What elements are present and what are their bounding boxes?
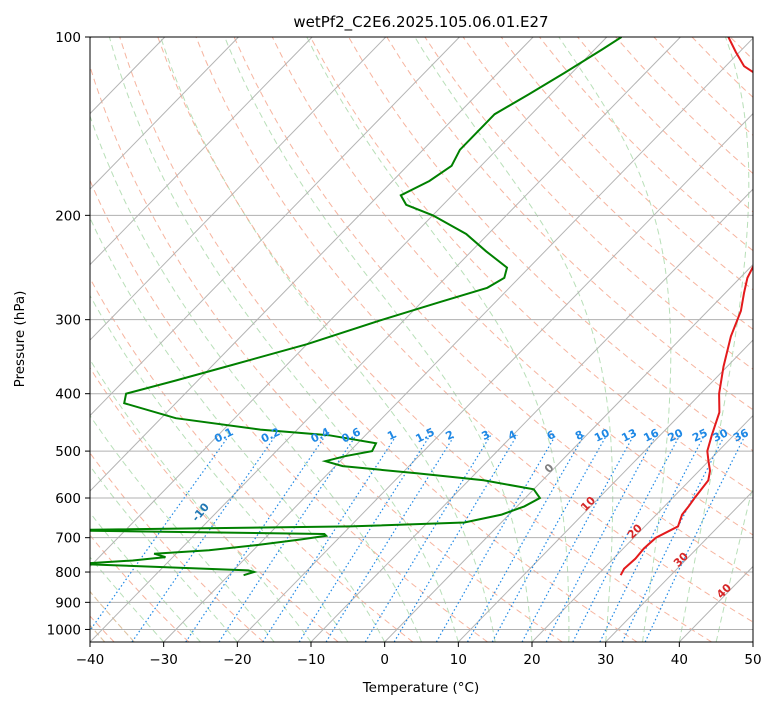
dry-adiabat-line [348,37,753,452]
isotherm-line [90,37,387,341]
pseudo-adiabat-line [90,590,135,642]
temperature-trace [619,37,753,576]
dry-adiabat-line [90,64,563,642]
moist-adiabat-line [90,294,349,642]
y-axis-label: Pressure (hPa) [12,291,28,388]
dry-adiabat-line [90,452,264,642]
mixing-ratio-label: 20 [666,426,686,445]
chart-title: wetPf2_C2E6.2025.105.06.01.E27 [293,13,548,32]
x-tick-label: −10 [297,652,326,668]
dry-adiabat-line [195,37,753,623]
mixing-ratio-line [364,434,492,642]
isotherm-line [605,490,753,642]
isotherm-line [90,37,534,492]
y-tick-label: 800 [55,565,81,581]
isotherm-line [236,112,753,642]
isotherm-line [384,263,753,642]
dry-adiabat-line [386,37,753,411]
mixing-ratio-line [185,434,327,642]
moist-adiabat-line [108,37,459,642]
plot-frame [89,36,754,643]
dry-adiabat-line [119,37,638,642]
mixing-ratio-label: 16 [642,426,662,445]
x-tick-label: 20 [523,652,540,668]
mixing-ratio-line [466,434,585,642]
moist-adiabat-line [90,414,275,642]
mixing-ratio-label: 30 [711,426,731,445]
isotherms [90,37,753,642]
isobars [90,37,753,630]
mixing-ratio-label: 10 [592,426,612,445]
y-tick-label: 900 [55,595,81,611]
isotherm-line [90,37,313,266]
mixing-ratio-line [572,434,681,642]
mixing-ratio-line [621,434,726,642]
x-tick-label: −30 [149,652,178,668]
dewpoint-trace [90,37,623,577]
dry-adiabat-line [90,367,339,642]
y-tick-label: 1000 [47,622,81,638]
mixing-ratio-line [393,434,518,642]
mixing-ratio-lines [90,434,746,642]
mixing-ratio-line [298,434,431,642]
mixing-ratio-line [521,434,635,642]
isotherm-line [163,37,753,642]
y-tick-label: 400 [55,387,81,403]
x-axis-ticks: −40 −30 −20 −10 0 10 20 30 40 50 [76,642,762,668]
mixing-ratio-line [491,434,608,642]
moist-adiabat-line [90,216,386,642]
x-tick-label: 10 [450,652,467,668]
x-tick-label: 40 [671,652,688,668]
mixing-ratio-line [325,434,456,642]
x-tick-label: 50 [744,652,761,668]
moist-adiabat-line [558,37,672,642]
x-tick-label: −20 [223,652,252,668]
x-axis-label: Temperature (°C) [362,680,480,696]
moist-adiabat-line [160,37,496,642]
mixing-ratio-line [435,434,557,642]
y-tick-label: 500 [55,444,81,460]
y-tick-label: 200 [55,208,81,224]
y-tick-label: 100 [55,30,81,46]
mixing-ratio-label: 25 [690,426,709,444]
x-tick-label: −40 [76,652,105,668]
moist-adiabat-line [414,37,614,642]
moist-adiabat-line [224,37,533,642]
moist-adiabat-line [715,483,753,642]
isotherm-line [310,188,753,642]
mixing-ratio-label: 13 [620,426,639,444]
mixing-ratio-line [599,434,705,642]
mixing-ratio-line [131,434,277,642]
moist-adiabat-line [90,465,238,642]
isotherm-line [531,414,753,642]
y-axis-ticks: 1000 900 800 700 600 500 400 300 200 100 [47,30,90,638]
isotherm-line [90,37,460,417]
y-tick-label: 600 [55,491,81,507]
moist-adiabat-line [678,37,750,642]
moist-adiabats [90,37,753,642]
mixing-ratio-label: 36 [731,426,751,445]
moist-adiabat-line [306,37,570,642]
dry-adiabat-line [309,37,753,494]
mixing-ratio-line [262,434,398,642]
x-tick-label: 0 [380,652,389,668]
y-tick-label: 700 [55,531,81,547]
x-tick-label: 30 [597,652,614,668]
y-tick-label: 300 [55,313,81,329]
isotherm-line [90,37,608,568]
dry-adiabat-line [90,179,488,642]
moist-adiabat-line [90,114,422,642]
dry-adiabat-line [233,37,753,579]
isotherm-line [90,37,681,642]
plot-area: 0.1 0.2 0.4 0.6 1 1.5 2 3 4 6 8 10 13 16 20 25 30 36-1001… [90,37,753,642]
profile-traces [90,37,753,577]
isotherm-line [90,37,239,190]
isotherm-line [457,339,753,642]
